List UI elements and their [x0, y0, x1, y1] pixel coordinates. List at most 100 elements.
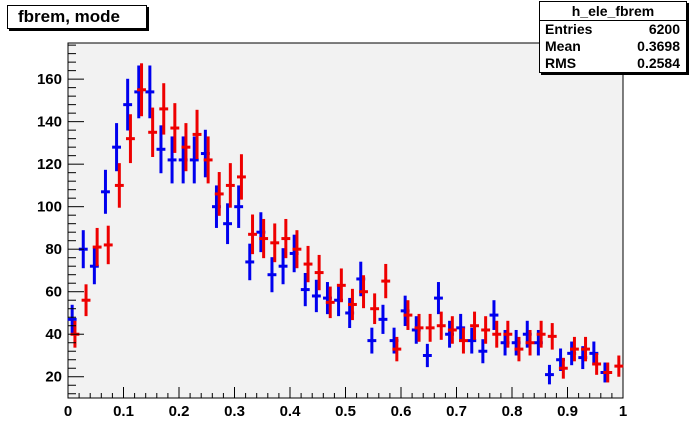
data-point	[278, 248, 288, 285]
data-point	[170, 103, 180, 153]
data-point	[214, 172, 224, 216]
data-point	[234, 185, 244, 228]
stats-label: RMS	[545, 55, 577, 71]
data-point	[581, 336, 590, 362]
data-point	[545, 364, 554, 385]
data-point	[181, 123, 191, 172]
data-point	[378, 304, 388, 334]
y-tick-label: 160	[37, 71, 62, 88]
data-point	[470, 311, 479, 340]
data-point	[92, 227, 102, 267]
data-point	[270, 223, 280, 263]
data-point	[314, 254, 324, 291]
data-point	[125, 114, 135, 164]
data-point	[114, 163, 124, 208]
data-point	[245, 243, 255, 281]
stats-value: 0.3698	[637, 38, 680, 54]
data-point	[101, 169, 110, 214]
x-tick-label: 0.3	[224, 403, 245, 420]
data-point	[392, 336, 402, 362]
data-point	[103, 225, 113, 265]
data-point	[303, 245, 313, 283]
x-tick-label: 0.4	[280, 403, 302, 420]
y-tick-label: 140	[37, 114, 62, 131]
data-point	[525, 329, 535, 356]
data-point	[225, 163, 235, 208]
data-point	[467, 327, 477, 354]
stats-row-rms: RMS 0.2584	[540, 55, 686, 72]
data-point	[447, 316, 457, 344]
data-point	[434, 282, 443, 315]
data-point	[592, 353, 602, 375]
stats-label: Mean	[545, 38, 581, 54]
stats-value: 0.2584	[637, 55, 680, 71]
data-point	[259, 218, 269, 259]
x-tick-label: 0.8	[502, 403, 523, 420]
data-point	[112, 123, 122, 172]
data-point	[478, 339, 488, 364]
data-point	[489, 300, 499, 330]
x-tick-label: 0	[64, 403, 72, 420]
data-point	[167, 136, 177, 184]
data-point	[159, 83, 169, 135]
data-point	[614, 355, 624, 377]
data-point	[236, 154, 246, 200]
x-tick-label: 0.5	[335, 403, 356, 420]
data-point	[81, 284, 91, 317]
data-point	[67, 304, 77, 334]
data-point	[492, 320, 502, 348]
data-point	[248, 214, 257, 255]
data-point	[223, 203, 233, 245]
x-tick-label: 0.2	[169, 403, 190, 420]
x-tick-label: 0.7	[446, 403, 467, 420]
data-point	[458, 327, 468, 354]
data-point	[381, 263, 391, 299]
data-point	[569, 336, 579, 362]
stats-row-entries: Entries 6200	[540, 21, 686, 38]
data-point	[359, 275, 368, 309]
data-point	[436, 311, 446, 340]
series-layer	[67, 63, 624, 385]
series-0	[67, 65, 610, 385]
data-point	[481, 316, 491, 344]
stats-label: Entries	[545, 21, 593, 37]
x-tick-label: 1	[619, 403, 627, 420]
data-point	[403, 300, 413, 330]
y-tick-label: 40	[45, 326, 62, 343]
data-point	[137, 63, 146, 117]
data-point	[414, 313, 424, 342]
x-tick-label: 0.9	[557, 403, 578, 420]
data-point	[336, 268, 346, 303]
data-point	[145, 65, 155, 119]
data-point	[203, 136, 213, 184]
y-tick-label: 120	[37, 156, 62, 173]
y-tick-label: 80	[45, 241, 62, 258]
data-point	[367, 327, 377, 354]
data-point	[292, 230, 302, 269]
data-point	[123, 78, 133, 131]
x-tick-label: 0.6	[391, 403, 412, 420]
data-point	[189, 136, 199, 184]
data-point	[148, 107, 158, 157]
data-point	[156, 125, 166, 174]
stats-box: h_ele_fbrem Entries 6200 Mean 0.3698 RMS…	[539, 1, 687, 73]
stats-value: 6200	[648, 21, 680, 37]
data-point	[347, 288, 357, 321]
stats-histogram-name: h_ele_fbrem	[540, 2, 686, 21]
y-tick-label: 20	[45, 369, 62, 386]
data-point	[603, 362, 613, 383]
y-tick-label: 60	[45, 284, 62, 301]
data-point	[425, 313, 435, 342]
data-point	[281, 218, 291, 259]
y-tick-label: 100	[37, 199, 62, 216]
data-point	[300, 272, 310, 307]
data-point	[536, 320, 546, 348]
data-point	[547, 323, 557, 350]
axis-layer: 0 0.1 0.2 0.3 0.4 0.5 0.6 0.7 0.8 0.9 120406080100…	[37, 44, 627, 420]
data-point	[558, 357, 568, 379]
data-point	[370, 293, 380, 325]
series-1	[70, 63, 624, 383]
data-point	[192, 109, 202, 160]
